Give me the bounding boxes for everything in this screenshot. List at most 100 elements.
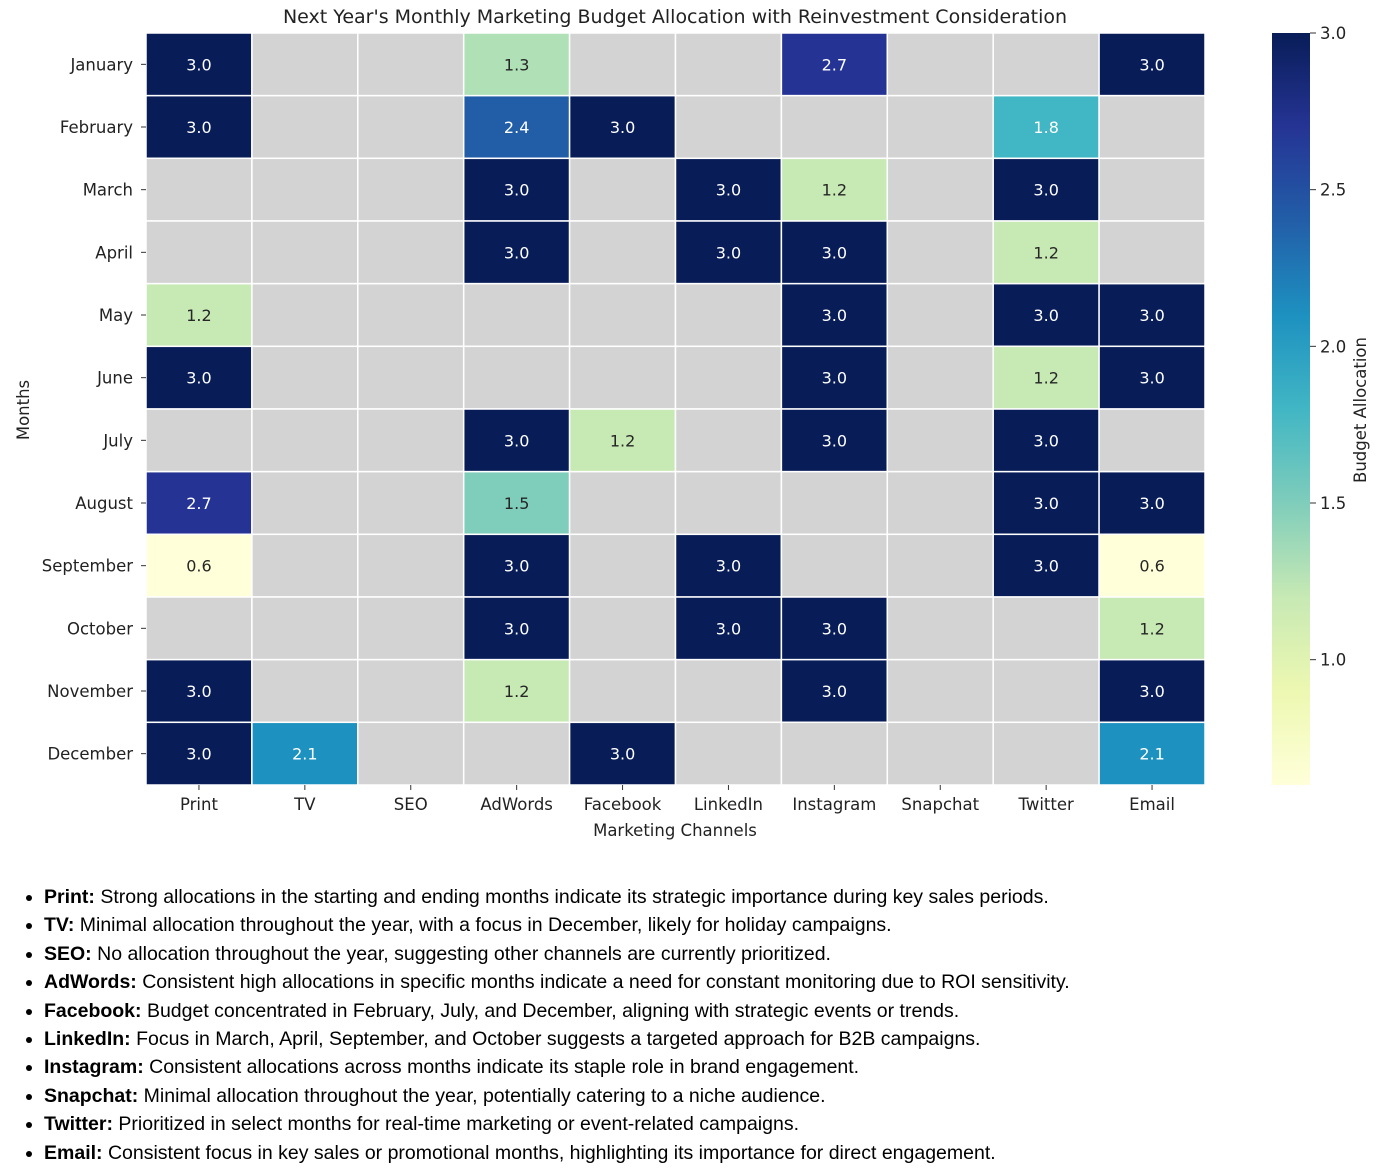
y-tick-label: November xyxy=(47,682,133,701)
cell-value-label: 3.0 xyxy=(716,243,741,262)
heatmap-cell xyxy=(251,658,359,724)
heatmap-cell xyxy=(357,408,465,473)
heatmap-cell xyxy=(992,721,1100,786)
channel-note: Snapchat: Minimal allocation throughout … xyxy=(44,1082,1376,1110)
x-tick-label: Snapchat xyxy=(901,795,979,814)
heatmap-cell xyxy=(886,596,994,661)
x-tick-label: Facebook xyxy=(584,795,662,814)
heatmap-cell xyxy=(251,596,359,661)
heatmap-cell xyxy=(1098,721,1206,786)
heatmap-cell xyxy=(992,157,1100,222)
channel-note-term: Twitter: xyxy=(44,1113,113,1136)
channel-note-text: Consistent allocations across months ind… xyxy=(143,1056,860,1079)
heatmap-cell xyxy=(145,658,253,724)
heatmap-cell xyxy=(780,408,889,473)
heatmap-cell xyxy=(780,470,889,536)
heatmap-cell xyxy=(1098,408,1206,473)
cell-value-label: 3.0 xyxy=(186,745,211,764)
heatmap-cell xyxy=(886,658,994,724)
channel-note-text: Budget concentrated in February, July, a… xyxy=(141,999,960,1022)
cell-value-label: 3.0 xyxy=(610,118,635,137)
heatmap-cell xyxy=(780,345,889,410)
heatmap-cell xyxy=(357,345,465,410)
chart-title: Next Year's Monthly Marketing Budget All… xyxy=(283,6,1067,28)
channel-note-text: Consistent focus in key sales or promoti… xyxy=(102,1141,996,1164)
cell-value-label: 1.5 xyxy=(504,494,529,513)
heatmap-cell xyxy=(886,533,994,598)
colorbar-tick-label: 1.0 xyxy=(1320,651,1346,670)
cell-value-label: 3.0 xyxy=(1139,306,1164,325)
heatmap-cell xyxy=(780,721,889,786)
heatmap-cell xyxy=(674,408,783,473)
heatmap-cell xyxy=(251,470,359,536)
channel-note-text: Strong allocations in the starting and e… xyxy=(94,886,1049,908)
heatmap-cell xyxy=(992,470,1100,536)
heatmap-cell xyxy=(357,282,465,348)
channel-note-text: Prioritized in select months for real-ti… xyxy=(112,1113,800,1136)
heatmap-cell xyxy=(886,408,994,473)
cell-value-label: 1.2 xyxy=(504,682,529,701)
heatmap-chart: Next Year's Monthly Marketing Budget All… xyxy=(14,6,1370,840)
channel-note-term: Snapchat: xyxy=(44,1084,139,1107)
cell-value-label: 3.0 xyxy=(186,118,211,137)
heatmap-cell xyxy=(568,220,677,285)
y-tick-label: June xyxy=(96,369,133,388)
colorbar-ticks: 1.0 1.5 2.0 2.5 3.0 xyxy=(1310,24,1346,670)
heatmap-cell xyxy=(251,721,359,786)
heatmap-cell xyxy=(674,94,783,160)
channel-note: SEO: No allocation throughout the year, … xyxy=(44,940,1376,968)
heatmap-cell xyxy=(674,220,783,285)
channel-note: Instagram: Consistent allocations across… xyxy=(44,1053,1376,1081)
y-tick-label: December xyxy=(47,745,133,764)
heatmap-cell xyxy=(145,596,253,661)
y-axis-ticks: January February March April May June July Augu… xyxy=(42,55,146,764)
cell-value-label: 3.0 xyxy=(610,745,635,764)
cell-value-label: 2.4 xyxy=(504,118,529,137)
heatmap-cell xyxy=(357,94,465,160)
cell-value-label: 3.0 xyxy=(1033,306,1058,325)
channel-note: AdWords: Consistent high allocations in … xyxy=(44,968,1376,996)
heatmap-cell xyxy=(357,533,465,598)
heatmap-cell xyxy=(674,345,783,410)
channel-note-text: Focus in March, April, September, and Oc… xyxy=(130,1028,981,1051)
heatmap-cell xyxy=(1098,345,1206,410)
channel-notes: Print: Strong allocations in the startin… xyxy=(18,883,1376,1167)
channel-note-term: Email: xyxy=(44,1141,103,1164)
channel-note: Print: Strong allocations in the startin… xyxy=(44,883,1376,911)
x-tick-label: TV xyxy=(293,795,316,814)
heatmap-cell xyxy=(992,220,1100,285)
channel-note: Twitter: Prioritized in select months fo… xyxy=(44,1110,1376,1138)
heatmap-cell xyxy=(251,282,359,348)
cell-value-label: 1.2 xyxy=(822,181,847,200)
heatmap-cell xyxy=(145,345,253,410)
heatmap-cell xyxy=(886,282,994,348)
heatmap-cell xyxy=(462,282,571,348)
heatmap-cell xyxy=(357,658,465,724)
heatmap-cell xyxy=(568,533,677,598)
heatmap-cell xyxy=(462,658,571,724)
cell-value-label: 3.0 xyxy=(716,557,741,576)
heatmap-cell xyxy=(886,721,994,786)
cell-value-label: 2.7 xyxy=(186,494,211,513)
heatmap-cell xyxy=(992,345,1100,410)
heatmap-cell xyxy=(145,721,253,786)
heatmap-cell xyxy=(886,32,994,97)
channel-note-term: Facebook: xyxy=(44,999,142,1022)
heatmap-cell xyxy=(992,32,1100,97)
heatmap-cell xyxy=(568,282,677,348)
heatmap-cell xyxy=(145,408,253,473)
cell-value-label: 2.1 xyxy=(292,745,317,764)
y-tick-label: February xyxy=(60,118,133,137)
heatmap-cell xyxy=(568,721,677,786)
heatmap-cell xyxy=(568,596,677,661)
cell-value-label: 3.0 xyxy=(1033,557,1058,576)
cell-value-label: 3.0 xyxy=(186,55,211,74)
cell-value-label: 3.0 xyxy=(504,431,529,450)
channel-note-text: Consistent high allocations in specific … xyxy=(136,971,1070,994)
channel-note-term: Print: xyxy=(44,886,95,908)
cell-value-label: 3.0 xyxy=(1139,369,1164,388)
cell-value-label: 3.0 xyxy=(1139,494,1164,513)
y-axis-label: Months xyxy=(14,380,33,440)
channel-note: Email: Consistent focus in key sales or … xyxy=(44,1139,1376,1167)
heatmap-cell xyxy=(1098,32,1206,97)
